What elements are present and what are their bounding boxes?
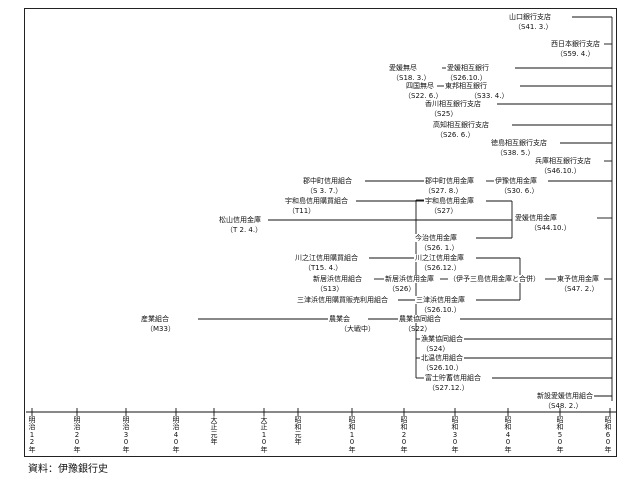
era-showa30: 昭和30年 xyxy=(451,416,459,454)
node-iyo-kinko-date: （S30. 6.） xyxy=(500,187,539,195)
era-showa10: 昭和10年 xyxy=(348,416,356,454)
node-kawanoe-kinko: 川之江信用金庫 xyxy=(414,254,465,262)
node-niihama-kinko: 新居浜信用金庫 xyxy=(384,275,435,283)
node-tokushima: 徳島相互銀行支店 xyxy=(490,139,548,147)
node-ehime-sogo: 愛媛相互銀行 xyxy=(446,64,490,72)
node-shikoku-mujin-date: （S22. 6.） xyxy=(404,92,443,100)
node-toyo-shinyo-date: （S47. 2.） xyxy=(560,285,599,293)
era-meiji30: 明治30年 xyxy=(122,416,130,454)
node-uwajima-kinko-date: （S27） xyxy=(430,207,458,215)
era-taisho-gannen: 大正元年 xyxy=(210,416,218,447)
node-nishinihon: 西日本銀行支店 xyxy=(550,40,601,48)
node-nokyo: 農業協同組合 xyxy=(398,315,442,323)
node-gochu-kumiai: 郡中町信用組合 xyxy=(302,177,353,185)
node-nogyokai-date: （大戦中） xyxy=(340,325,375,333)
node-gochu-kumiai-date: （S 3. 7.） xyxy=(306,187,343,195)
node-uwajima-kumiai: 宇和島信用購買組合 xyxy=(284,197,349,205)
node-hyogo-date: （S46.10.） xyxy=(540,167,581,175)
node-merge-note: （伊予三島信用金庫と合併） xyxy=(448,275,541,283)
era-showa60: 昭和60年 xyxy=(604,416,612,454)
node-fujimi: 富士貯蓄信用組合 xyxy=(424,374,482,382)
source-note: 資料：伊豫銀行史 xyxy=(28,464,108,475)
node-yamaguchi: 山口銀行支店 xyxy=(508,13,552,21)
node-mishima-kinko-date: （S26.10.） xyxy=(420,306,461,314)
node-uwajima-kinko: 宇和島信用金庫 xyxy=(424,197,475,205)
node-gochu-kinko: 郡中町信用金庫 xyxy=(424,177,475,185)
node-niihama-kinko-date: （S26） xyxy=(388,285,416,293)
node-nokyo-date: （S22） xyxy=(404,325,432,333)
node-gyokyo: 漁業協同組合 xyxy=(420,335,464,343)
node-toyo-sogo-date: （S33. 4.） xyxy=(470,92,509,100)
node-kawanoe-kumiai-date: （T15. 4.） xyxy=(304,264,343,272)
node-ehime-mujin-date: （S18. 3.） xyxy=(392,74,431,82)
node-kawanoe-kumiai: 川之江信用購買組合 xyxy=(294,254,359,262)
node-toyo-sogo: 東邦相互銀行 xyxy=(444,82,488,90)
node-kawanoe-kinko-date: （S26.12.） xyxy=(420,264,461,272)
node-kochi-date: （S26. 6.） xyxy=(436,131,475,139)
node-hokuyo-date: （S26.10.） xyxy=(422,364,463,372)
node-kagawa: 香川相互銀行支店 xyxy=(424,100,482,108)
node-hyogo: 兵庫相互銀行支店 xyxy=(534,157,592,165)
era-showa40: 昭和40年 xyxy=(504,416,512,454)
node-ehime-shinyo: 愛媛信用金庫 xyxy=(514,214,558,222)
node-sangyo: 産業組合 xyxy=(140,315,170,323)
node-mishima-kumiai: 三津浜信用購買販売利用組合 xyxy=(296,296,389,304)
node-sangyo-date: （M33） xyxy=(146,325,175,333)
node-niihama-kumiai-date: （S13） xyxy=(316,285,344,293)
era-showa50: 昭和50年 xyxy=(556,416,564,454)
node-kochi: 高知相互銀行支店 xyxy=(432,121,490,129)
era-showa-gannen: 昭和元年 xyxy=(294,416,302,447)
node-iyo-kinko: 伊豫信用金庫 xyxy=(494,177,538,185)
node-matsuyama: 松山信用金庫 xyxy=(218,216,262,224)
node-uwajima-kumiai-date: （T11） xyxy=(288,207,316,215)
era-showa20: 昭和20年 xyxy=(400,416,408,454)
node-ehime-mujin: 愛媛無尽 xyxy=(388,64,418,72)
node-mishima-kinko: 三津浜信用金庫 xyxy=(415,296,466,304)
node-yamaguchi-date: （S41. 3.） xyxy=(514,23,553,31)
era-taisho10: 大正10年 xyxy=(260,416,268,454)
node-shinsetsu-date: （S48. 2.） xyxy=(544,402,583,410)
node-tokushima-date: （S38. 5.） xyxy=(496,149,535,157)
diagram-frame xyxy=(24,8,617,457)
node-imabari: 今治信用金庫 xyxy=(414,234,458,242)
node-gyokyo-date: （S24） xyxy=(422,345,450,353)
era-meiji20: 明治20年 xyxy=(73,416,81,454)
node-gochu-kinko-date: （S27. 8.） xyxy=(424,187,463,195)
node-matsuyama-date: （T 2. 4.） xyxy=(226,226,263,234)
node-nishinihon-date: （S59. 4.） xyxy=(556,50,595,58)
era-meiji12: 明治12年 xyxy=(28,416,36,454)
node-fujimi-date: （S27.12.） xyxy=(428,384,469,392)
node-imabari-date: （S26. 1.） xyxy=(420,244,459,252)
node-ehime-sogo-date: （S26.10.） xyxy=(446,74,487,82)
node-kagawa-date: （S25） xyxy=(430,110,458,118)
node-shikoku-mujin: 四国無尽 xyxy=(405,82,435,90)
node-hokuyo: 北温信用組合 xyxy=(420,354,464,362)
era-meiji40: 明治40年 xyxy=(172,416,180,454)
node-toyo-shinyo: 東予信用金庫 xyxy=(556,275,600,283)
node-shinsetsu: 新設愛媛信用組合 xyxy=(536,392,594,400)
node-ehime-shinyo-date: （S44.10.） xyxy=(530,224,571,232)
node-niihama-kumiai: 新居浜信用組合 xyxy=(312,275,363,283)
node-nogyokai: 農業会 xyxy=(328,315,351,323)
